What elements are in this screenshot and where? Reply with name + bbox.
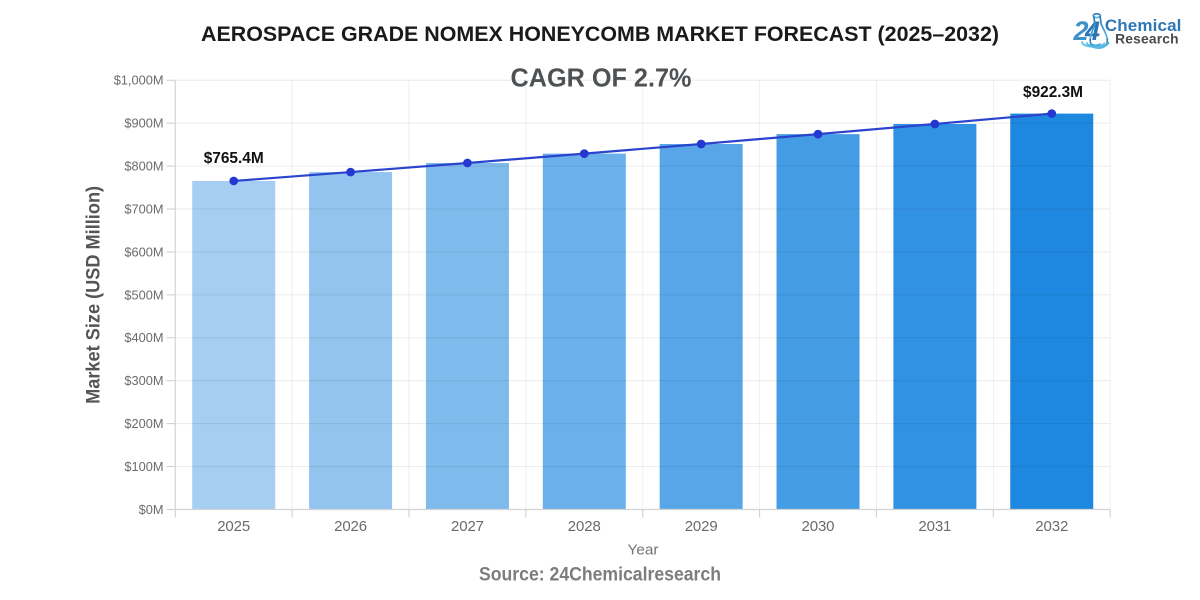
svg-text:$400M: $400M: [124, 330, 163, 345]
svg-text:AEROSPACE GRADE NOMEX HONEYCOM: AEROSPACE GRADE NOMEX HONEYCOMB MARKET F…: [201, 22, 999, 46]
svg-text:Market Size (USD Million): Market Size (USD Million): [83, 186, 105, 404]
svg-text:2029: 2029: [685, 518, 718, 535]
svg-text:$0M: $0M: [139, 502, 164, 517]
svg-text:$200M: $200M: [124, 416, 163, 431]
svg-text:$900M: $900M: [124, 116, 163, 131]
svg-text:$800M: $800M: [124, 159, 163, 174]
svg-text:$500M: $500M: [124, 287, 163, 302]
svg-text:Source: 24Chemicalresearch: Source: 24Chemicalresearch: [479, 565, 721, 586]
svg-text:Chemical: Chemical: [1105, 16, 1182, 35]
svg-text:2032: 2032: [1035, 518, 1068, 535]
svg-text:$1,000M: $1,000M: [114, 73, 164, 88]
svg-text:Research: Research: [1115, 32, 1179, 47]
svg-text:2031: 2031: [918, 518, 951, 535]
svg-text:2025: 2025: [217, 518, 250, 535]
svg-text:$765.4M: $765.4M: [204, 150, 264, 167]
svg-text:$300M: $300M: [124, 373, 163, 388]
svg-text:$600M: $600M: [124, 244, 163, 259]
svg-text:24: 24: [1073, 16, 1101, 46]
svg-text:$700M: $700M: [124, 201, 163, 216]
svg-text:2027: 2027: [451, 518, 484, 535]
svg-text:2028: 2028: [568, 518, 601, 535]
svg-text:$100M: $100M: [124, 459, 163, 474]
svg-text:2030: 2030: [802, 518, 835, 535]
svg-text:$922.3M: $922.3M: [1023, 84, 1083, 101]
svg-text:2026: 2026: [334, 518, 367, 535]
svg-text:Year: Year: [628, 542, 659, 559]
svg-text:CAGR OF 2.7%: CAGR OF 2.7%: [511, 65, 692, 93]
